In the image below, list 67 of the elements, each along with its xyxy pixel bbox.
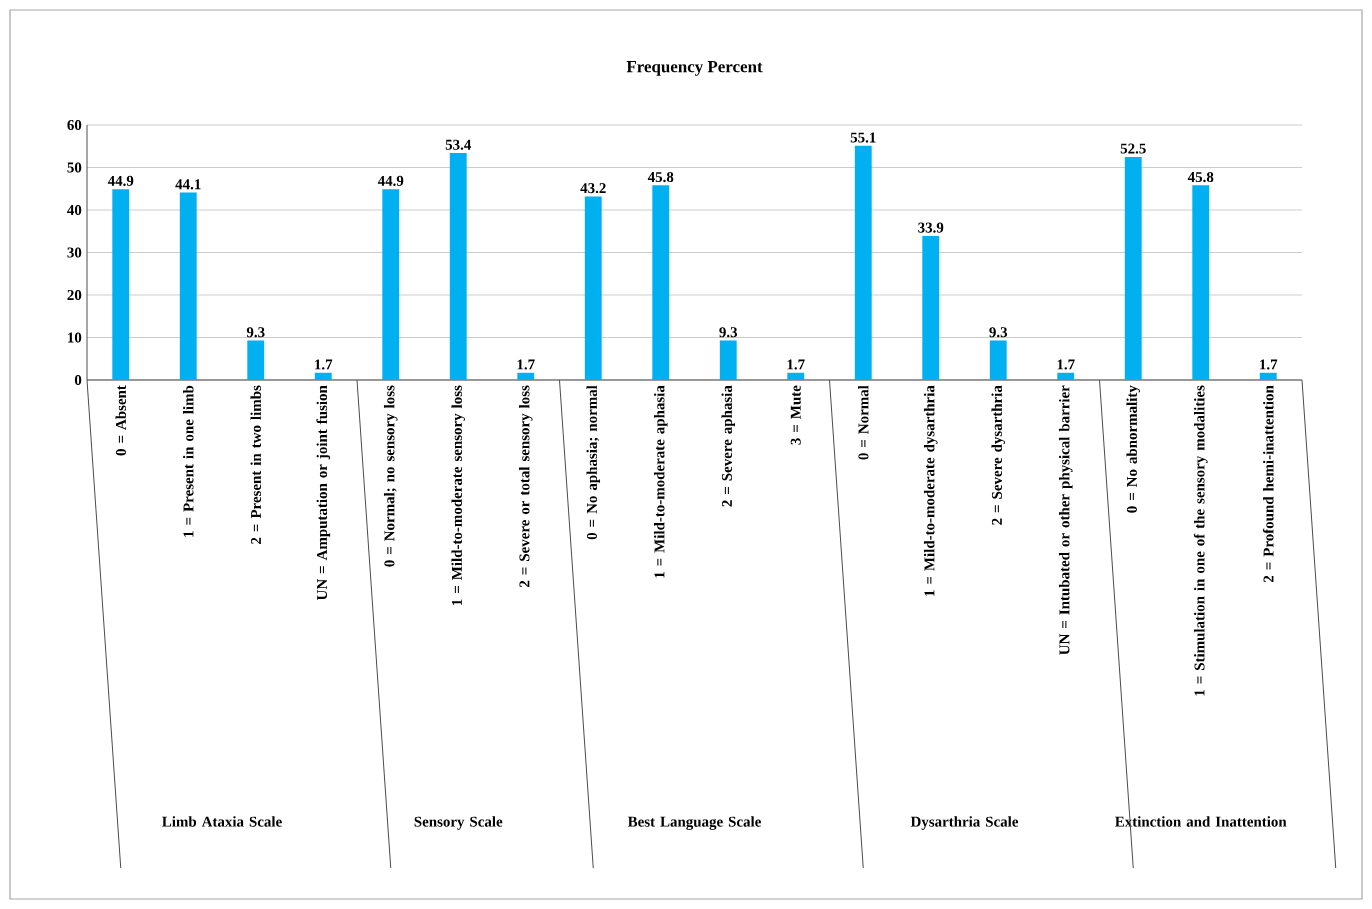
text: Extinction and Inattention — [1115, 816, 1287, 827]
data-label: 9.3 — [246, 327, 265, 338]
x-tick-label: 0 = Normal — [858, 385, 869, 460]
data-label: 1.7 — [1260, 359, 1278, 370]
data-label: 1.7 — [315, 359, 333, 370]
y-tick-label: 60 — [67, 119, 82, 131]
x-tick-label: UN = Amputation or joint fusion — [316, 385, 331, 601]
bar — [989, 340, 1007, 380]
x-tick-label: 2 = Profound hemi-inattention — [1262, 385, 1274, 583]
bar — [652, 185, 670, 380]
x-tick-label: 0 = No aphasia; normal — [586, 385, 601, 540]
data-label: 44.1 — [175, 179, 201, 190]
y-tick-label: 30 — [67, 247, 82, 258]
data-label: 45.8 — [1187, 172, 1214, 183]
bar — [719, 340, 737, 380]
x-tick-label: 0 = Normal; no sensory loss — [383, 385, 398, 567]
y-tick-label: 40 — [67, 204, 82, 216]
bar — [1057, 372, 1075, 380]
x-tick-label: 0 = No abnormality — [1126, 385, 1141, 513]
y-tick-label: 50 — [67, 162, 82, 173]
bar — [247, 340, 265, 380]
bar — [179, 192, 197, 380]
bar — [314, 372, 332, 380]
text: Limb Ataxia Scale — [162, 816, 282, 827]
x-tick-label: 2 = Present in two limbs — [250, 385, 261, 544]
x-tick-label: 2 = Severe dysarthria — [991, 385, 1006, 525]
data-label: 43.2 — [580, 183, 606, 194]
bar — [517, 372, 535, 380]
bar — [112, 189, 130, 380]
chart-title: Frequency Percent — [626, 61, 763, 76]
x-tick-label: 1 = Stimulation in one of the sensory modalities — [1193, 385, 1208, 696]
bar — [854, 145, 872, 380]
bar — [787, 372, 805, 380]
data-label: 33.9 — [918, 222, 944, 233]
text: Dysarthria Scale — [910, 816, 1019, 830]
x-tick-label: 0 = Absent — [115, 385, 126, 456]
x-tick-label: 3 = Mute — [790, 385, 801, 445]
data-label: 45.8 — [647, 172, 674, 183]
bar — [1124, 156, 1142, 380]
bar — [382, 189, 400, 380]
x-tick-label: 2 = Severe aphasia — [721, 385, 736, 507]
x-tick-label: 1 = Present in one limb — [183, 385, 194, 537]
text: Best Language Scale — [627, 816, 761, 830]
x-tick-label: UN = Intubated or other physical barrier — [1058, 385, 1073, 655]
bar — [449, 153, 467, 380]
y-tick-label: 20 — [67, 289, 82, 301]
bar — [1192, 185, 1210, 380]
data-label: 1.7 — [517, 359, 535, 370]
data-label: 9.3 — [719, 327, 738, 338]
x-tick-label: 1 = Mild-to-moderate dysarthria — [923, 385, 938, 596]
y-tick-label: 10 — [68, 332, 82, 343]
data-label: 1.7 — [1057, 359, 1075, 370]
data-label: 44.9 — [107, 175, 134, 186]
data-label: 52.5 — [1120, 143, 1146, 154]
data-label: 44.9 — [377, 175, 404, 186]
x-tick-label: 2 = Severe or total sensory loss — [518, 385, 533, 588]
y-tick-label: 0 — [74, 374, 82, 386]
data-label: 1.7 — [787, 359, 805, 370]
text: Sensory Scale — [414, 816, 503, 830]
x-tick-label: 1 = Mild-to-moderate aphasia — [653, 385, 668, 578]
bar — [1259, 372, 1277, 380]
bar — [922, 235, 940, 380]
data-label: 55.1 — [850, 132, 876, 143]
x-tick-label: 1 = Mild-to-moderate sensory loss — [451, 385, 466, 605]
bar — [584, 196, 602, 380]
data-label: 9.3 — [989, 327, 1008, 338]
data-label: 53.4 — [445, 139, 472, 150]
